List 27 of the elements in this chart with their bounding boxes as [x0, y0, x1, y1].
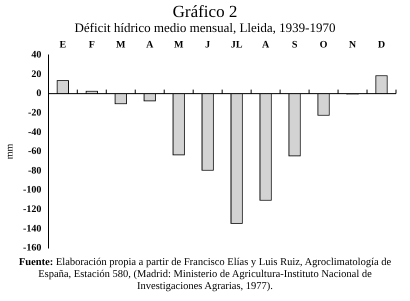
y-tick-label: -60	[28, 146, 42, 158]
y-tick-label: 20	[31, 68, 42, 80]
source-note: Fuente: Elaboración propia a partir de Francisco Elías y Luis Ruiz, Agroclimatología de España, Estación 580, (Madrid: Ministerio de Agricultura-Instituto Nacional de Investigaciones Agrarias, 1977).	[18, 257, 392, 293]
chart-subtitle: Déficit hídrico medio mensual, Lleida, 1939-1970	[73, 20, 336, 35]
y-tick-label: 0	[36, 88, 42, 100]
x-tick-label: S	[292, 40, 298, 51]
y-tick-label: -40	[28, 126, 42, 138]
x-tick-label: D	[378, 40, 386, 51]
y-tick-label: -120	[22, 204, 42, 215]
x-tick-label: A	[262, 40, 270, 51]
y-tick-label: -80	[28, 165, 42, 176]
y-tick-label: -160	[22, 242, 42, 254]
y-axis-title: mm	[4, 144, 16, 160]
x-tick-label: M	[116, 40, 126, 51]
x-tick-label: E	[59, 40, 66, 51]
x-tick-label: M	[174, 40, 184, 51]
y-tick-label: 40	[31, 50, 42, 61]
y-tick-label: -140	[22, 223, 42, 234]
x-tick-label: A	[146, 40, 154, 51]
y-tick-label: -20	[28, 107, 42, 118]
x-tick-label: F	[88, 40, 95, 51]
x-tick-label: JL	[230, 40, 243, 51]
chart-title: Gráfico 2	[172, 2, 238, 21]
y-tick-label: -100	[22, 184, 42, 196]
x-tick-label: N	[348, 40, 357, 51]
x-tick-label: O	[320, 40, 328, 51]
x-tick-label: J	[205, 40, 210, 51]
